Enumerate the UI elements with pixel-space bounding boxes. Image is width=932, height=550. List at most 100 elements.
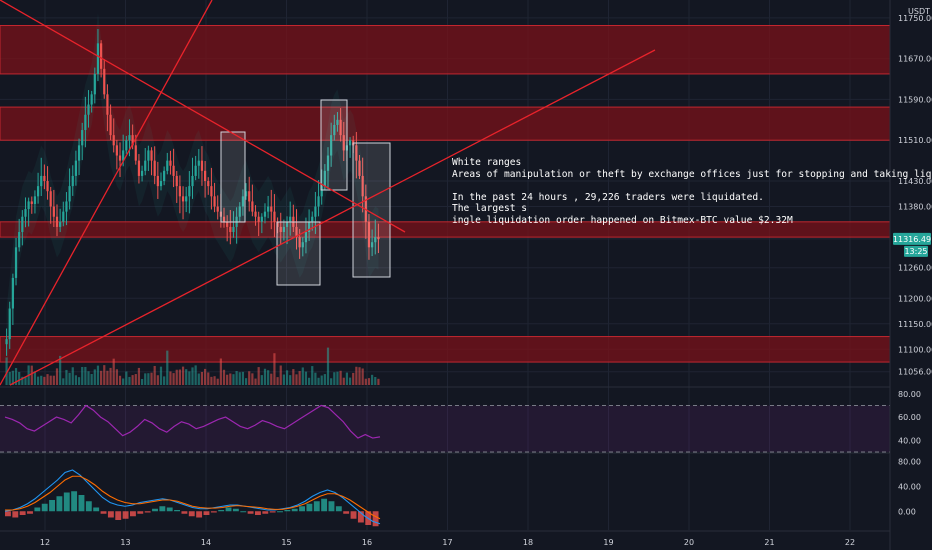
macd-hist-bar <box>343 511 350 514</box>
white-range-box <box>276 221 321 286</box>
candle-body <box>298 237 301 248</box>
volume-bar <box>59 355 62 385</box>
candle-body <box>77 145 81 161</box>
price-tick-label: 11056.00 <box>898 368 932 377</box>
volume-bar <box>62 378 65 385</box>
macd-hist-bar <box>71 491 78 512</box>
candle-body <box>144 160 147 171</box>
volume-bar <box>96 365 100 385</box>
volume-bar <box>87 371 90 385</box>
volume-bar <box>93 369 96 385</box>
volume-bar <box>276 377 279 385</box>
macd-hist-bar <box>100 511 107 514</box>
manipulation-zone <box>0 336 891 363</box>
time-tick-label: 22 <box>845 538 855 547</box>
volume-bar <box>254 378 257 385</box>
volume-bar <box>33 371 37 385</box>
volume-bar <box>219 358 222 385</box>
time-tick-label: 12 <box>40 538 50 547</box>
macd-hist-bar <box>357 511 364 523</box>
candle-body <box>5 339 8 345</box>
macd-hist-bar <box>27 511 33 514</box>
candle-body <box>210 186 213 197</box>
candle-body <box>317 196 320 207</box>
candle-body <box>336 119 339 125</box>
candle-body <box>118 155 122 161</box>
volume-bar <box>244 378 248 385</box>
volume-bar <box>352 372 355 385</box>
volume-bar <box>144 373 147 385</box>
volume-bar <box>74 375 78 385</box>
macd-hist-bar <box>262 511 269 514</box>
time-tick-label: 16 <box>362 538 372 547</box>
white-range-box <box>220 131 246 223</box>
price-tick-label: 11380.00 <box>898 203 932 212</box>
volume-bar <box>159 366 163 385</box>
candle-body <box>311 216 314 222</box>
candle-body <box>93 73 96 95</box>
volume-bar <box>317 377 320 385</box>
volume-bar <box>229 373 232 385</box>
volume-bar <box>156 375 159 385</box>
volume-bar <box>348 377 352 385</box>
candle-body <box>46 181 49 192</box>
macd-hist-bar <box>196 511 203 518</box>
candle-body <box>216 206 219 212</box>
time-tick-label: 18 <box>523 538 533 547</box>
macd-hist-bar <box>335 506 342 512</box>
candle-body <box>159 181 163 187</box>
candle-body <box>213 196 216 207</box>
candles <box>5 29 380 356</box>
macd-hist-bar <box>247 511 254 514</box>
candle-body <box>14 247 18 278</box>
candle-body <box>112 135 115 146</box>
volume-bar <box>84 366 87 385</box>
volume-bar <box>14 368 18 385</box>
candle-body <box>33 196 37 204</box>
candle-body <box>169 160 172 166</box>
candle-body <box>24 209 27 217</box>
candle-body <box>267 206 270 212</box>
white-range-box <box>320 99 348 191</box>
macd-hist-bar <box>12 511 19 518</box>
candle-body <box>36 186 40 197</box>
volume-bar <box>323 374 326 385</box>
macd-hist-bar <box>34 507 41 512</box>
candle-body <box>197 160 200 166</box>
macd-hist-bar <box>181 511 188 514</box>
axis-bg <box>890 0 932 550</box>
candle-body <box>248 191 251 202</box>
candle-body <box>153 160 156 176</box>
rsi-pane <box>0 404 890 453</box>
price-tick-label: 11670.00 <box>898 55 932 64</box>
candle-body <box>326 155 330 171</box>
volume-bar <box>112 358 115 385</box>
candle-body <box>11 277 14 309</box>
candle-body <box>207 181 210 187</box>
candle-body <box>147 150 150 161</box>
macd-hist-bar <box>115 511 122 520</box>
candle-body <box>339 119 342 136</box>
time-tick-label: 15 <box>281 538 291 547</box>
volume-bar <box>345 372 349 385</box>
candle-body <box>295 226 298 238</box>
candle-body <box>257 216 260 222</box>
candle-body <box>188 186 191 197</box>
volume-bar <box>361 368 364 385</box>
candle-body <box>150 150 153 161</box>
candle-body <box>109 114 112 136</box>
volume-bar <box>128 376 131 385</box>
volume-bar <box>49 375 52 385</box>
volume-bar <box>270 373 273 385</box>
volume-bar <box>65 369 68 385</box>
time-tick-label: 19 <box>603 538 613 547</box>
macd-hist-bar <box>174 510 180 512</box>
price-tick-label: 11750.00 <box>898 14 932 23</box>
candle-body <box>30 201 33 204</box>
volume-bar <box>339 370 342 385</box>
macd-pane <box>4 469 381 527</box>
volume-bar <box>204 368 207 385</box>
candle-body <box>348 140 352 146</box>
